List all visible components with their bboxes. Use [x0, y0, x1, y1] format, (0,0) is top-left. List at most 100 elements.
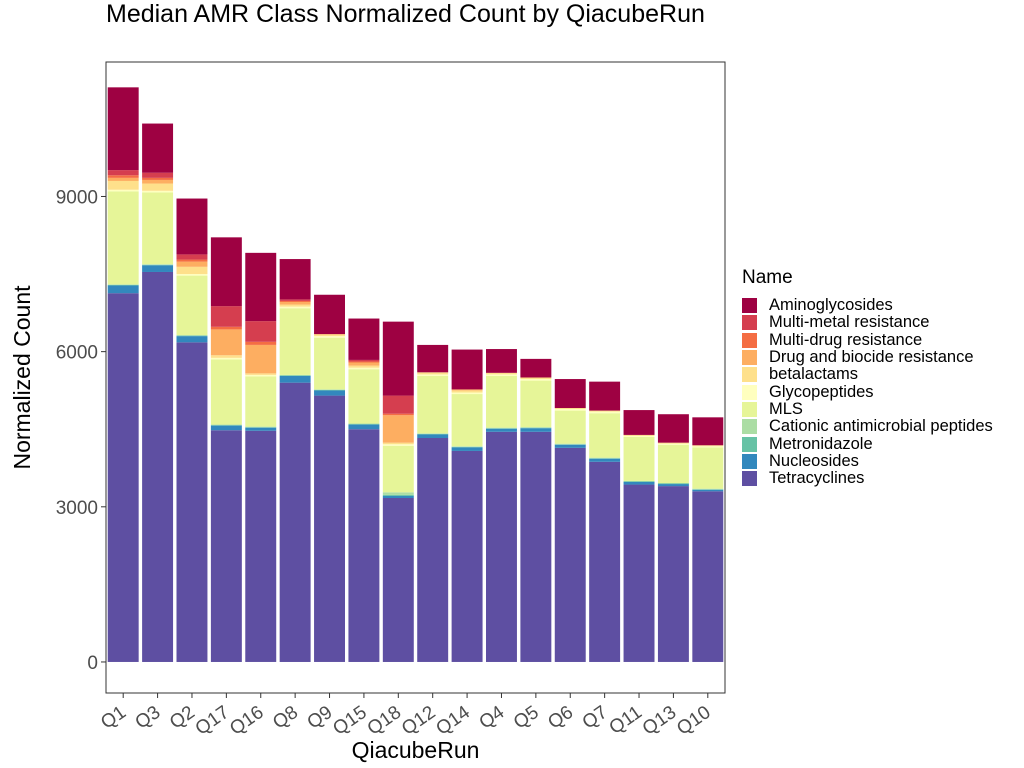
- legend-item-mls: MLS: [742, 400, 993, 418]
- bar-segment-Q6-nucleosides: [554, 444, 586, 448]
- legend-swatch: [742, 350, 757, 366]
- bar-segment-Q13-metronidazole: [657, 483, 689, 485]
- chart-title: Median AMR Class Normalized Count by Qia…: [106, 0, 705, 28]
- bar-segment-Q10-metronidazole: [692, 489, 724, 490]
- bar-segment-Q2-cationic-antimicrobial-peptides: [176, 335, 208, 336]
- bar-segment-Q2-multi-drug-resistance: [176, 259, 208, 262]
- bar-segment-Q4-cationic-antimicrobial-peptides: [486, 427, 517, 429]
- bar-segment-Q10-glycopeptides: [692, 446, 724, 448]
- bar-segment-Q5-mls: [520, 380, 552, 428]
- x-tick-label: Q8: [269, 702, 302, 734]
- legend-item-betalactams: betalactams: [742, 365, 993, 384]
- bar-segment-Q8-mls: [279, 308, 311, 375]
- bar-segment-Q15-aminoglycosides: [348, 318, 380, 360]
- bar-segment-Q5-betalactams: [520, 377, 552, 380]
- bar-segment-Q12-cationic-antimicrobial-peptides: [417, 433, 449, 434]
- bar-segment-Q8-cationic-antimicrobial-peptides: [279, 374, 311, 376]
- legend: Name Aminoglycosides Multi-metal resistan…: [742, 267, 993, 487]
- bar-segment-Q16-nucleosides: [245, 427, 277, 431]
- bar-segment-Q10-nucleosides: [692, 489, 724, 492]
- bar-segment-Q11-cationic-antimicrobial-peptides: [623, 480, 655, 482]
- bar-segment-Q7-nucleosides: [589, 458, 621, 462]
- bar-segment-Q18-mls: [382, 445, 414, 493]
- bar-segment-Q9-metronidazole: [314, 389, 345, 391]
- bar-segment-Q6-glycopeptides: [554, 409, 586, 411]
- bar-segment-Q11-metronidazole: [623, 481, 655, 482]
- bar-segment-Q3-mls: [142, 192, 174, 265]
- bar-segment-Q18-multi-drug-resistance: [382, 413, 414, 416]
- bar-segment-Q4-glycopeptides: [486, 374, 517, 376]
- bar-segment-Q5-aminoglycosides: [520, 358, 552, 378]
- legend-label: Multi-metal resistance: [769, 313, 930, 332]
- bar-segment-Q15-nucleosides: [348, 424, 380, 430]
- bar-segment-Q17-glycopeptides: [210, 357, 242, 360]
- legend-label: betalactams: [769, 365, 858, 384]
- legend-item-drug-and-biocide-resistance: Drug and biocide resistance: [742, 348, 993, 366]
- bar-segment-Q11-nucleosides: [623, 481, 655, 485]
- bar-segment-Q14-cationic-antimicrobial-peptides: [451, 446, 483, 447]
- y-tick-label: 9000: [56, 187, 98, 208]
- legend-swatch: [742, 436, 757, 452]
- bar-segment-Q15-drug-and-biocide-resistance: [348, 362, 380, 366]
- bar-segment-Q1-cationic-antimicrobial-peptides: [107, 284, 139, 285]
- bar-segment-Q18-betalactams: [382, 442, 414, 445]
- bar-segment-Q18-aminoglycosides: [382, 321, 414, 396]
- bar-segment-Q1-betalactams: [107, 180, 139, 190]
- legend-swatch: [742, 332, 757, 348]
- bar-segment-Q1-mls: [107, 191, 139, 285]
- legend-item-tetracyclines: Tetracyclines: [742, 469, 993, 488]
- bar-segment-Q4-betalactams: [486, 372, 517, 375]
- bar-segment-Q4-metronidazole: [486, 428, 517, 429]
- bar-segment-Q2-metronidazole: [176, 335, 208, 337]
- x-tick-label: Q2: [166, 702, 199, 734]
- bar-segment-Q11-betalactams: [623, 434, 655, 436]
- bar-segment-Q16-metronidazole: [245, 427, 277, 428]
- bar-segment-Q15-cationic-antimicrobial-peptides: [348, 423, 380, 425]
- bar-segment-Q16-mls: [245, 376, 277, 427]
- legend-swatch: [742, 471, 757, 487]
- bar-segment-Q17-aminoglycosides: [210, 237, 242, 307]
- legend-label: Glycopeptides: [769, 382, 874, 401]
- bar-segment-Q18-tetracyclines: [382, 498, 414, 662]
- x-tick-label: Q6: [544, 702, 577, 734]
- bar-segment-Q5-metronidazole: [520, 427, 552, 429]
- bar-segment-Q2-glycopeptides: [176, 274, 208, 276]
- bar-segment-Q1-glycopeptides: [107, 189, 139, 192]
- bar-segment-Q17-nucleosides: [210, 425, 242, 431]
- bar-segment-Q13-nucleosides: [657, 484, 689, 487]
- bar-segment-Q1-drug-and-biocide-resistance: [107, 177, 139, 181]
- bar-segment-Q10-tetracyclines: [692, 491, 724, 662]
- bar-segment-Q10-betalactams: [692, 445, 724, 447]
- bar-segment-Q17-cationic-antimicrobial-peptides: [210, 424, 242, 426]
- legend-swatch: [742, 298, 757, 314]
- bar-segment-Q7-aminoglycosides: [589, 381, 621, 411]
- x-tick-label: Q10: [673, 702, 714, 740]
- bar-segment-Q14-betalactams: [451, 390, 483, 393]
- legend-swatch: [742, 419, 757, 435]
- legend-swatch: [742, 315, 757, 331]
- bar-segment-Q14-aminoglycosides: [451, 349, 483, 390]
- bar-segment-Q3-glycopeptides: [142, 190, 174, 193]
- bar-segment-Q2-betalactams: [176, 266, 208, 275]
- legend-swatch: [742, 384, 757, 400]
- bar-segment-Q9-cationic-antimicrobial-peptides: [314, 389, 345, 390]
- bar-segment-Q7-metronidazole: [589, 458, 621, 459]
- bar-segment-Q15-multi-metal-resistance: [348, 359, 380, 362]
- legend-label: Tetracyclines: [769, 469, 865, 488]
- x-tick-label: Q1: [97, 702, 130, 734]
- bar-segment-Q7-cationic-antimicrobial-peptides: [589, 457, 621, 459]
- bar-segment-Q16-multi-metal-resistance: [245, 321, 277, 342]
- bar-segment-Q11-tetracyclines: [623, 484, 655, 662]
- legend-item-multi-metal-resistance: Multi-metal resistance: [742, 313, 993, 332]
- x-tick-label: Q9: [304, 702, 337, 734]
- bar-segment-Q14-drug-and-biocide-resistance: [451, 389, 483, 391]
- bar-segment-Q14-tetracyclines: [451, 450, 483, 662]
- bar-segment-Q5-nucleosides: [520, 428, 552, 432]
- legend-item-nucleosides: Nucleosides: [742, 452, 993, 470]
- bar-segment-Q3-multi-metal-resistance: [142, 172, 174, 178]
- bar-segment-Q16-glycopeptides: [245, 374, 277, 377]
- bar-segment-Q17-multi-metal-resistance: [210, 306, 242, 327]
- bar-segment-Q1-nucleosides: [107, 285, 139, 294]
- y-axis: 0 3000 6000 9000: [56, 187, 106, 674]
